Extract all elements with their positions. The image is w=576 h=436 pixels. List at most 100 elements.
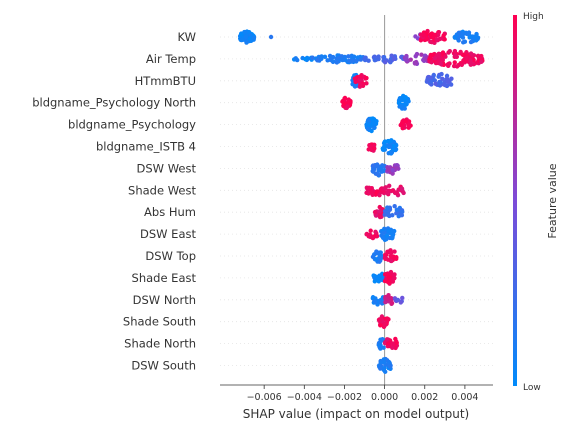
data-point (334, 60, 340, 65)
data-point (390, 212, 395, 218)
data-point (370, 235, 376, 241)
data-point (382, 360, 387, 365)
data-point (433, 81, 438, 87)
feature-label: DSW Top (145, 249, 196, 263)
data-point (394, 255, 399, 260)
data-point (431, 52, 436, 57)
data-point (377, 318, 382, 324)
data-point (377, 209, 382, 214)
data-point (371, 121, 376, 126)
feature-label: DSW North (133, 293, 196, 307)
data-point (331, 59, 336, 64)
data-point (372, 54, 377, 59)
data-point (452, 60, 457, 65)
data-point (440, 76, 445, 82)
colorbar (513, 15, 517, 386)
feature-label: Abs Hum (144, 205, 196, 219)
data-point (445, 78, 450, 83)
data-point (382, 59, 388, 65)
data-point (346, 54, 351, 59)
data-point (468, 39, 474, 45)
data-point (386, 292, 391, 298)
data-point (434, 60, 440, 66)
data-point (453, 53, 458, 58)
data-point (374, 213, 379, 218)
data-point (378, 366, 383, 371)
data-point (406, 123, 412, 129)
x-tick-label: 0.004 (451, 392, 478, 403)
data-point (352, 84, 358, 89)
data-point (456, 30, 462, 36)
data-point (389, 235, 395, 241)
data-point (387, 183, 392, 189)
data-point (385, 249, 390, 255)
data-point (392, 272, 397, 277)
data-point (382, 212, 387, 217)
data-point (383, 185, 388, 190)
data-point (342, 95, 348, 101)
data-point (368, 228, 373, 233)
data-point (383, 322, 388, 327)
data-point (303, 57, 308, 62)
data-point (385, 279, 390, 284)
data-point (393, 190, 399, 195)
data-point (347, 58, 352, 63)
data-point (436, 32, 441, 38)
data-point (381, 54, 387, 60)
data-point (398, 104, 403, 109)
data-point (427, 59, 433, 64)
data-point (400, 295, 405, 301)
data-point (389, 53, 394, 58)
data-point (372, 166, 377, 172)
data-point (394, 165, 399, 171)
data-point (421, 33, 427, 38)
data-point (436, 74, 441, 79)
data-point (399, 213, 405, 218)
data-point (388, 254, 394, 259)
data-point (376, 279, 381, 284)
data-point (390, 341, 396, 346)
data-point (399, 186, 405, 191)
data-point (419, 52, 424, 57)
feature-label: Air Temp (146, 52, 196, 66)
data-point (243, 34, 249, 40)
data-point (378, 323, 383, 328)
feature-label: Shade South (123, 315, 196, 329)
data-point (379, 186, 385, 191)
data-point (398, 300, 403, 305)
data-point (371, 252, 377, 258)
data-point (468, 34, 473, 40)
data-point (412, 61, 418, 66)
data-point (376, 54, 381, 59)
data-point (370, 116, 376, 121)
data-point (370, 192, 375, 198)
data-point (431, 72, 436, 78)
data-point (322, 54, 328, 59)
data-point (443, 54, 448, 59)
x-tick-label: −0.006 (247, 392, 282, 403)
data-point (380, 235, 386, 240)
x-tick-label: −0.002 (327, 392, 362, 403)
data-point (428, 79, 434, 85)
data-point (389, 138, 394, 143)
data-point (381, 345, 386, 350)
data-point (428, 33, 433, 38)
data-point (372, 279, 378, 284)
data-point (381, 230, 386, 236)
data-point (386, 317, 391, 322)
data-point (383, 296, 388, 301)
data-point (373, 299, 378, 305)
data-point (375, 171, 380, 177)
data-point (401, 190, 406, 196)
data-point (389, 150, 395, 155)
data-point (268, 34, 274, 40)
data-point (459, 62, 465, 67)
data-point (239, 37, 244, 43)
data-point (364, 75, 369, 81)
data-point (390, 167, 395, 173)
x-ticks: −0.006 −0.004 −0.002 0.000 0.002 0.004 (247, 385, 478, 403)
data-point (468, 58, 473, 64)
data-point (384, 337, 390, 342)
data-point (388, 295, 394, 301)
data-point (438, 61, 444, 67)
